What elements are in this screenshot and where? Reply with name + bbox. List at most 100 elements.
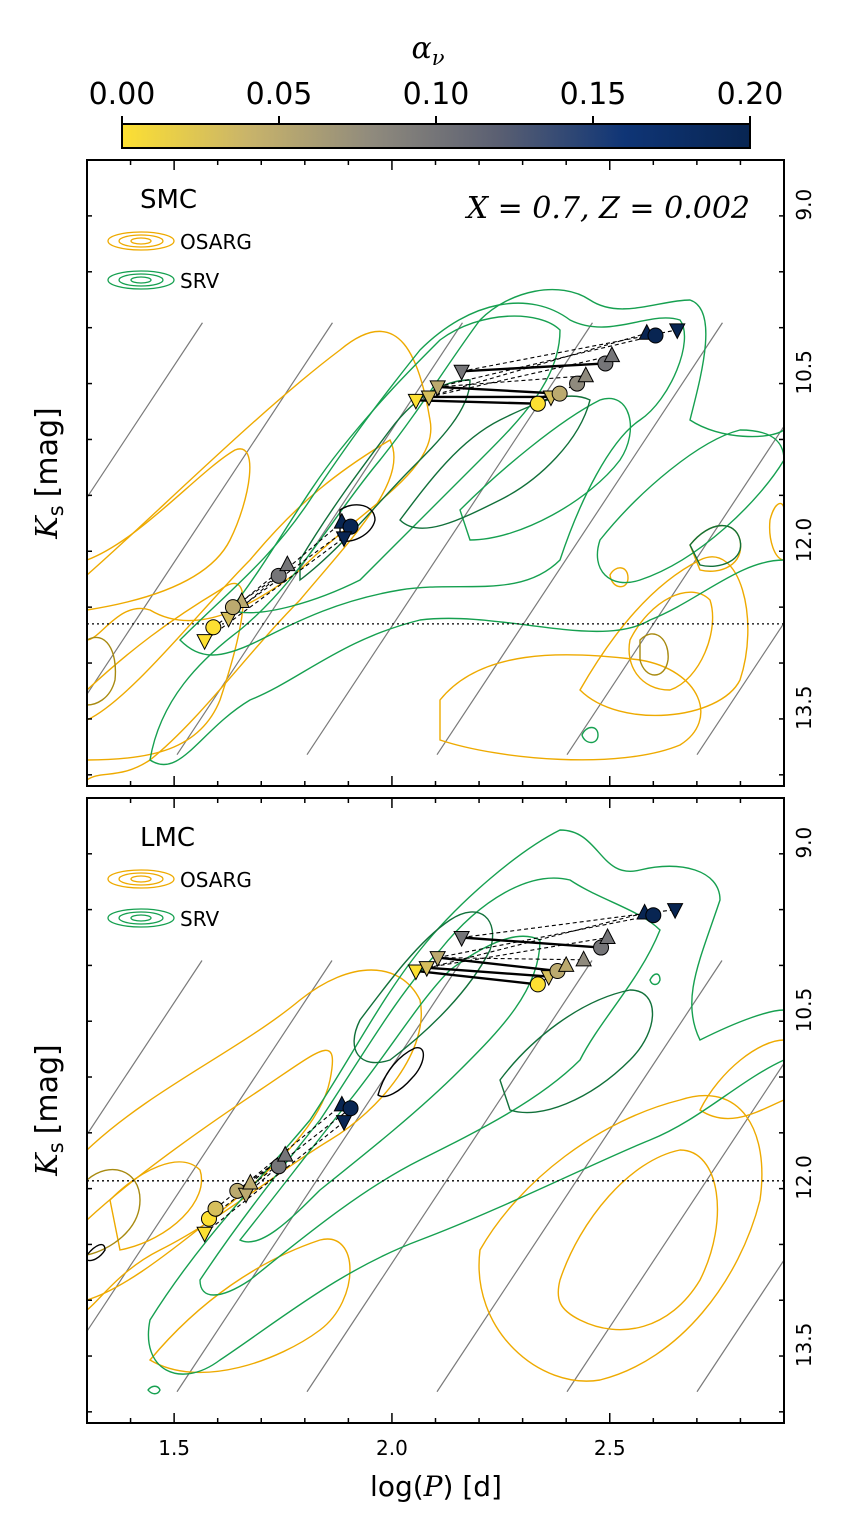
- guide-line: [306, 960, 593, 1393]
- track-segment: [437, 334, 656, 388]
- black-contours-lmc: [87, 1047, 424, 1262]
- x-tick-label: 2.5: [594, 1436, 626, 1460]
- guide-line: [436, 322, 723, 756]
- track-segment: [415, 969, 539, 986]
- colorbar: αν 0.00 0.05 0.10 0.15 0.20: [89, 31, 783, 149]
- panel-smc: 9.0 10.5 12.0 13.5 SMC OSARG SRV X = 0.7, Z…: [30, 159, 816, 787]
- srv-contour: [499, 989, 654, 1114]
- track-segment: [461, 909, 676, 939]
- osarg-contour: [557, 1149, 719, 1331]
- guide-line: [696, 621, 784, 756]
- srv-contour: [299, 379, 471, 582]
- panel-lmc: 9.0 10.5 12.0 13.5 1.5 2.0 2.5 LMC OSARG SRV K…: [30, 797, 816, 1503]
- track-segment: [461, 936, 602, 949]
- track-segment: [437, 375, 586, 388]
- right-tick-label: 10.5: [792, 350, 816, 395]
- x-tick-label: 1.5: [158, 1436, 190, 1460]
- right-tick-label: 9.0: [792, 189, 816, 221]
- track-segment: [426, 936, 608, 969]
- marker-circle: [551, 385, 568, 402]
- colorbar-tick-label: 0.05: [246, 77, 313, 112]
- guide-line: [87, 322, 203, 499]
- colorbar-tick-label: 0.00: [89, 77, 156, 112]
- guide-line: [696, 1259, 784, 1393]
- osarg-contour: [87, 1169, 141, 1256]
- marker-circle: [205, 619, 222, 636]
- marker-triangle-down: [418, 961, 436, 978]
- colorbar-label: αν: [411, 31, 444, 70]
- marker-triangle-down: [196, 1226, 213, 1243]
- srv-contour: [689, 524, 742, 567]
- osarg-contour: [87, 969, 422, 1311]
- right-tick-label: 12.0: [792, 1155, 816, 1200]
- srv-contour: [459, 397, 632, 541]
- tracks-lmc: [196, 903, 684, 1243]
- marker-triangle-up: [603, 346, 621, 363]
- osarg-contour: [87, 582, 244, 761]
- x-tick-label: 2.0: [376, 1436, 408, 1460]
- osarg-contour: [87, 448, 251, 611]
- black-contour: [377, 1047, 424, 1098]
- marker-circle: [342, 1100, 359, 1117]
- ylabel-smc: Ks[mag]: [30, 407, 68, 539]
- guide-line: [566, 1062, 784, 1393]
- legend-srv-icon: [107, 908, 175, 928]
- marker-circle: [207, 1200, 224, 1217]
- track-segment: [215, 1104, 343, 1210]
- srv-inner-contours-lmc: [353, 911, 654, 1114]
- marker-triangle-down: [196, 634, 213, 651]
- marker-triangle-down: [453, 931, 470, 948]
- marker-triangle-up: [599, 927, 616, 945]
- osarg-inner-contours-lmc: [87, 1169, 141, 1256]
- right-tick-label: 9.0: [792, 827, 816, 859]
- srv-contour: [147, 829, 784, 1375]
- osarg-contour: [87, 330, 432, 641]
- guide-line: [176, 960, 463, 1393]
- legend-smc: OSARG SRV: [107, 230, 252, 293]
- osarg-contour: [478, 1094, 763, 1382]
- osarg-contour: [699, 1039, 784, 1120]
- marker-circle: [645, 907, 662, 924]
- marker-triangle-down: [407, 393, 425, 410]
- colorbar-tick-label: 0.15: [560, 77, 627, 112]
- xlabel: log(P) [d]: [370, 1470, 502, 1503]
- track-segment: [204, 537, 345, 642]
- tracks-smc: [196, 323, 686, 651]
- marker-triangle-down: [429, 951, 446, 968]
- track-segment: [228, 521, 343, 619]
- marker-triangle-up: [276, 1145, 294, 1162]
- srv-contour: [149, 288, 784, 766]
- osarg-contours-smc: [87, 330, 784, 781]
- track-segment: [415, 912, 645, 972]
- track-segment: [208, 1107, 351, 1220]
- osarg-contour: [439, 654, 702, 761]
- track-segment: [415, 332, 647, 401]
- marker-triangle-down: [335, 531, 353, 548]
- legend-srv-label: SRV: [180, 269, 219, 293]
- right-tick-label: 10.5: [792, 988, 816, 1033]
- osarg-contour: [768, 502, 784, 561]
- legend-srv-label: SRV: [180, 907, 219, 931]
- track-segment: [437, 914, 654, 959]
- track-segment: [415, 399, 538, 405]
- osarg-contour: [628, 591, 714, 691]
- colorbar-tick-label: 0.10: [403, 77, 470, 112]
- osarg-contour: [639, 633, 669, 676]
- srv-contour: [596, 429, 784, 584]
- legend-lmc: OSARG SRV: [107, 868, 252, 931]
- guide-line: [87, 960, 203, 1136]
- osarg-contour: [87, 1049, 334, 1301]
- colorbar-ticks: 0.00 0.05 0.10 0.15 0.20: [89, 77, 783, 124]
- marker-triangle-down: [335, 1115, 353, 1132]
- ticks-lmc: 9.0 10.5 12.0 13.5 1.5 2.0 2.5: [86, 797, 816, 1460]
- osarg-contour: [87, 439, 395, 781]
- ticks-smc: 9.0 10.5 12.0 13.5: [86, 159, 816, 786]
- marker-triangle-down: [407, 964, 425, 981]
- marker-triangle-up: [575, 950, 592, 967]
- track-segment: [241, 564, 288, 602]
- colorbar-gradient: [121, 123, 751, 149]
- marker-triangle-up: [242, 1173, 259, 1190]
- osarg-contour: [609, 567, 629, 588]
- track-segment: [437, 957, 584, 961]
